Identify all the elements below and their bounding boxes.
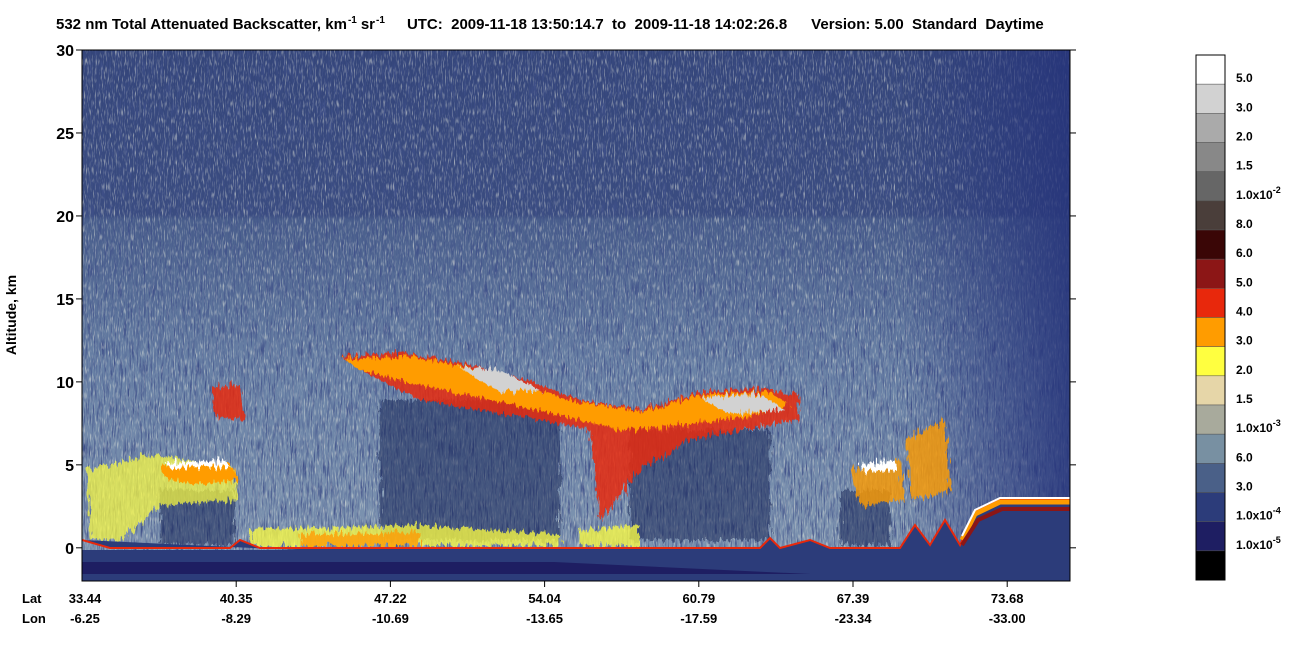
x-tick-label: -6.25 xyxy=(70,611,100,626)
colorbar-box xyxy=(1195,200,1226,231)
colorbar-label-text: 6.0 xyxy=(1236,246,1253,260)
colorbar-label-text: 3.0 xyxy=(1236,480,1253,494)
colorbar-label-text: 3.0 xyxy=(1236,100,1253,114)
x-tick-label: -13.65 xyxy=(526,611,563,626)
colorbar-label-exponent: -5 xyxy=(1273,535,1281,545)
colorbar-box xyxy=(1195,113,1226,143)
colorbar-box xyxy=(1195,375,1226,406)
colorbar: 5.03.02.01.51.0x10-28.06.05.04.03.02.01.… xyxy=(1195,54,1281,581)
x-tick-label: -8.29 xyxy=(221,611,251,626)
colorbar-label: 5.0 xyxy=(1236,275,1253,289)
colorbar-label-exponent: -4 xyxy=(1273,506,1281,516)
x-tick-label: -10.69 xyxy=(372,611,409,626)
x-row-name: Lon xyxy=(22,611,46,626)
y-tick-label: 30 xyxy=(56,43,74,60)
colorbar-label: 6.0 xyxy=(1236,246,1253,260)
colorbar-label: 5.0 xyxy=(1236,71,1253,85)
colorbar-frame xyxy=(1195,54,1226,581)
colorbar-label-text: 6.0 xyxy=(1236,450,1253,464)
colorbar-label: 1.5 xyxy=(1236,159,1253,173)
colorbar-box xyxy=(1195,54,1226,85)
colorbar-label-text: 5.0 xyxy=(1236,71,1253,85)
x-tick-label: 47.22 xyxy=(374,591,407,606)
title-superscript: -1 xyxy=(348,15,357,26)
colorbar-box xyxy=(1195,171,1226,202)
colorbar-box xyxy=(1195,142,1226,172)
colorbar-box xyxy=(1195,433,1226,464)
colorbar-label: 8.0 xyxy=(1236,217,1253,231)
colorbar-box xyxy=(1195,521,1226,552)
colorbar-label: 2.0 xyxy=(1236,363,1253,377)
colorbar-label: 1.0x10-3 xyxy=(1236,418,1281,435)
colorbar-label-text: 4.0 xyxy=(1236,305,1253,319)
colorbar-box xyxy=(1195,550,1226,581)
colorbar-label: 3.0 xyxy=(1236,480,1253,494)
colorbar-label-text: 1.5 xyxy=(1236,159,1253,173)
x-tick-label: 54.04 xyxy=(528,591,561,606)
x-tick-label: -23.34 xyxy=(835,611,873,626)
x-tick-label: 60.79 xyxy=(683,591,716,606)
y-axis-label: Altitude, km xyxy=(3,275,19,355)
title-part: Version: 5.00 Standard Daytime xyxy=(811,16,1044,33)
colorbar-label: 3.0 xyxy=(1236,100,1253,114)
colorbar-label-text: 5.0 xyxy=(1236,275,1253,289)
colorbar-label: 1.5 xyxy=(1236,392,1253,406)
y-tick-label: 10 xyxy=(56,375,74,392)
colorbar-label-text: 1.0x10 xyxy=(1236,188,1273,202)
title-part: sr xyxy=(361,16,375,33)
title-superscript: -1 xyxy=(376,15,385,26)
colorbar-label-text: 1.0x10 xyxy=(1236,421,1273,435)
colorbar-label-exponent: -3 xyxy=(1273,418,1281,428)
y-tick-label: 15 xyxy=(56,292,74,309)
colorbar-box xyxy=(1195,404,1226,435)
y-tick-label: 0 xyxy=(65,541,74,558)
y-tick-label: 5 xyxy=(65,458,74,475)
colorbar-label-text: 1.0x10 xyxy=(1236,538,1273,552)
chart-title: 532 nm Total Attenuated Backscatter, km-… xyxy=(56,15,1044,33)
colorbar-label: 1.0x10-4 xyxy=(1236,506,1281,523)
colorbar-label-text: 8.0 xyxy=(1236,217,1253,231)
x-tick-label: 33.44 xyxy=(69,591,102,606)
colorbar-label-text: 3.0 xyxy=(1236,334,1253,348)
colorbar-box xyxy=(1195,229,1226,260)
colorbar-label-text: 2.0 xyxy=(1236,363,1253,377)
colorbar-box xyxy=(1195,346,1226,377)
colorbar-label-exponent: -2 xyxy=(1273,185,1281,195)
x-tick-label: 40.35 xyxy=(220,591,253,606)
colorbar-label: 4.0 xyxy=(1236,305,1253,319)
y-tick-label: 20 xyxy=(56,209,74,226)
x-tick-label: 73.68 xyxy=(991,591,1024,606)
x-tick-label: -33.00 xyxy=(989,611,1026,626)
colorbar-label: 3.0 xyxy=(1236,334,1253,348)
x-tick-label: 67.39 xyxy=(837,591,870,606)
colorbar-box xyxy=(1195,317,1226,347)
colorbar-box xyxy=(1195,463,1226,493)
colorbar-label: 1.0x10-5 xyxy=(1236,535,1281,552)
title-part: UTC: 2009-11-18 13:50:14.7 to 2009-11-18… xyxy=(407,16,787,33)
curtain-image xyxy=(82,50,1070,581)
colorbar-label-text: 1.5 xyxy=(1236,392,1253,406)
colorbar-label: 1.0x10-2 xyxy=(1236,185,1281,202)
colorbar-label-text: 1.0x10 xyxy=(1236,509,1273,523)
colorbar-label: 2.0 xyxy=(1236,130,1253,144)
colorbar-box xyxy=(1195,258,1226,289)
plot-frame xyxy=(81,49,1071,582)
colorbar-label: 6.0 xyxy=(1236,450,1253,464)
x-tick-label: -17.59 xyxy=(680,611,717,626)
colorbar-box xyxy=(1195,83,1226,114)
x-row-name: Lat xyxy=(22,591,42,606)
colorbar-box xyxy=(1195,288,1226,318)
colorbar-box xyxy=(1195,492,1226,522)
title-part: 532 nm Total Attenuated Backscatter, km xyxy=(56,16,347,33)
colorbar-label-text: 2.0 xyxy=(1236,130,1253,144)
y-tick-label: 25 xyxy=(56,126,74,143)
